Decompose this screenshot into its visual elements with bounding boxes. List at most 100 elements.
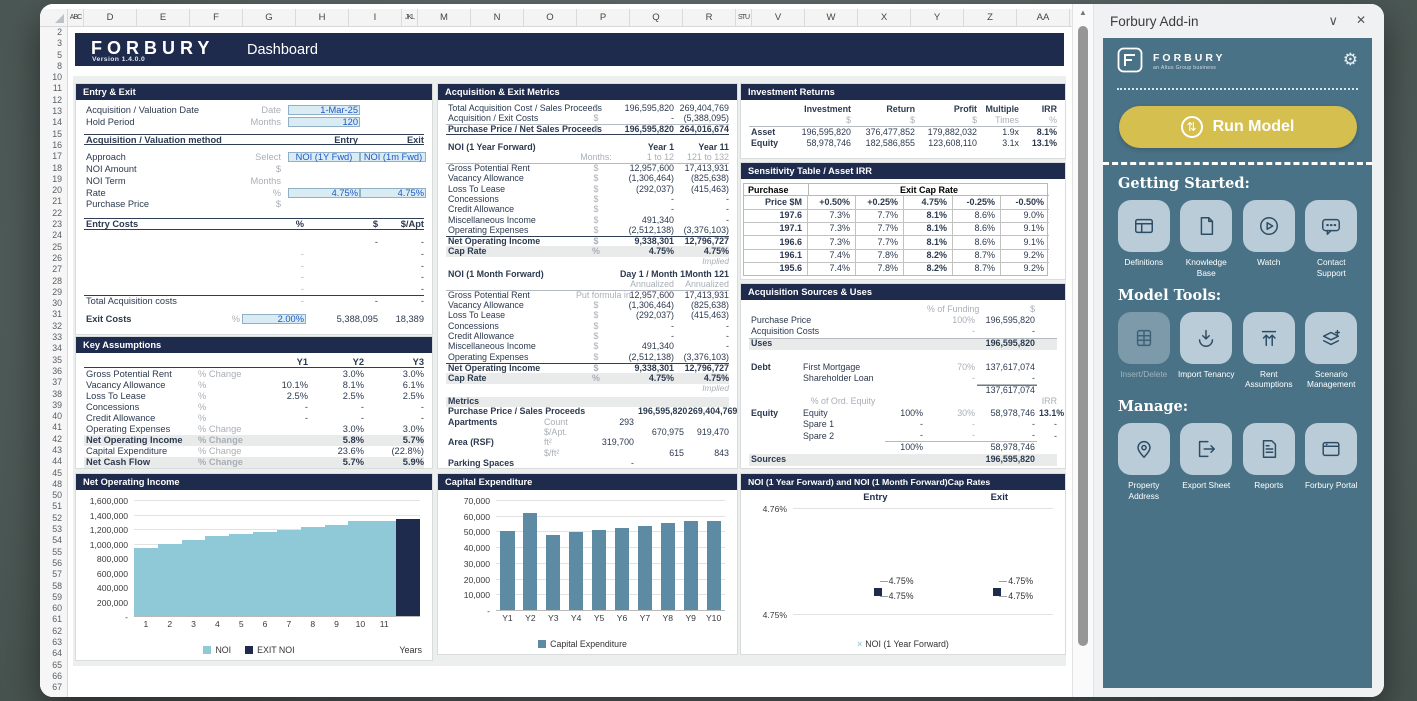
row-header[interactable]: 66 — [52, 670, 62, 681]
row-header[interactable]: 18 — [52, 162, 62, 173]
row-header[interactable]: 11 — [52, 83, 62, 94]
row-header[interactable]: 53 — [52, 524, 62, 535]
column-header[interactable]: Z — [964, 9, 1017, 26]
column-header[interactable]: I — [349, 9, 402, 26]
scrollbar-up-arrow[interactable]: ▲ — [1079, 8, 1087, 17]
row-header[interactable]: 62 — [52, 625, 62, 636]
column-header[interactable]: R — [683, 9, 736, 26]
row-header[interactable]: 52 — [52, 512, 62, 523]
scenario-management-button[interactable]: Scenario Management — [1303, 311, 1361, 391]
column-header[interactable]: H — [296, 9, 349, 26]
column-header[interactable]: F — [190, 9, 243, 26]
row-header[interactable]: 17 — [52, 151, 62, 162]
forbury-portal-button[interactable]: Forbury Portal — [1303, 423, 1361, 502]
import-tenancy-button[interactable]: Import Tenancy — [1178, 311, 1236, 391]
column-header[interactable]: ABC — [68, 9, 84, 26]
row-header[interactable]: 57 — [52, 569, 62, 580]
row-header[interactable]: 31 — [52, 309, 62, 320]
row-header[interactable]: 44 — [52, 456, 62, 467]
row-header[interactable]: 58 — [52, 580, 62, 591]
row-header[interactable]: 28 — [52, 275, 62, 286]
contact-support-button[interactable]: Contact Support — [1303, 200, 1361, 279]
cell[interactable]: 4.75% — [288, 187, 360, 198]
row-header[interactable]: 48 — [52, 478, 62, 489]
row-header[interactable]: 51 — [52, 501, 62, 512]
column-header[interactable]: G — [243, 9, 296, 26]
row-header[interactable]: 65 — [52, 659, 62, 670]
row-header[interactable]: 3 — [57, 38, 62, 49]
column-header[interactable]: D — [84, 9, 137, 26]
row-header[interactable]: 33 — [52, 332, 62, 343]
row-header[interactable]: 56 — [52, 557, 62, 568]
row-header[interactable]: 43 — [52, 444, 62, 455]
column-header[interactable]: AA — [1017, 9, 1070, 26]
row-header[interactable]: 61 — [52, 614, 62, 625]
cell[interactable]: NOI (1m Fwd) — [360, 152, 426, 163]
row-header[interactable]: 10 — [52, 72, 62, 83]
knowledge-base-button[interactable]: Knowledge Base — [1178, 200, 1236, 279]
row-header[interactable]: 15 — [52, 128, 62, 139]
row-header[interactable]: 67 — [52, 682, 62, 693]
row-header[interactable]: 34 — [52, 343, 62, 354]
chevron-down-icon[interactable]: ∨ — [1328, 13, 1338, 28]
row-header[interactable]: 54 — [52, 535, 62, 546]
gear-icon[interactable]: ⚙ — [1342, 50, 1358, 69]
row-header[interactable]: 55 — [52, 546, 62, 557]
rent-assumptions-button[interactable]: Rent Assumptions — [1240, 311, 1298, 391]
run-model-button[interactable]: ⇅ Run Model — [1118, 106, 1357, 148]
column-header[interactable]: P — [577, 9, 630, 26]
cell[interactable]: 120 — [288, 116, 360, 127]
row-header[interactable]: 2 — [57, 27, 62, 37]
close-icon[interactable]: ✕ — [1355, 13, 1366, 27]
row-header[interactable]: 37 — [52, 377, 62, 388]
row-header[interactable]: 24 — [52, 230, 62, 241]
column-header[interactable]: Y — [911, 9, 964, 26]
row-header[interactable]: 27 — [52, 264, 62, 275]
row-header[interactable]: 5 — [57, 49, 62, 60]
row-header[interactable]: 63 — [52, 637, 62, 648]
column-header[interactable]: JKL — [402, 9, 418, 26]
watch-button[interactable]: Watch — [1240, 200, 1298, 279]
column-header[interactable]: V — [752, 9, 805, 26]
row-header[interactable]: 38 — [52, 388, 62, 399]
row-header[interactable]: 64 — [52, 648, 62, 659]
cell[interactable]: 4.75% — [360, 187, 426, 198]
row-header[interactable]: 59 — [52, 591, 62, 602]
column-header[interactable]: W — [805, 9, 858, 26]
scrollbar-thumb[interactable] — [1078, 26, 1088, 646]
column-header[interactable]: Q — [630, 9, 683, 26]
column-header[interactable]: X — [858, 9, 911, 26]
row-header[interactable]: 12 — [52, 94, 62, 105]
row-header[interactable]: 45 — [52, 467, 62, 478]
row-header[interactable]: 50 — [52, 490, 62, 501]
row-header[interactable]: 20 — [52, 185, 62, 196]
definitions-button[interactable]: Definitions — [1115, 200, 1173, 279]
row-header[interactable]: 13 — [52, 106, 62, 117]
export-sheet-button[interactable]: Export Sheet — [1178, 423, 1236, 502]
column-header[interactable]: STU — [736, 9, 752, 26]
row-header[interactable]: 30 — [52, 298, 62, 309]
row-header[interactable]: 40 — [52, 411, 62, 422]
row-header[interactable]: 36 — [52, 365, 62, 376]
row-header[interactable]: 22 — [52, 207, 62, 218]
property-address-button[interactable]: Property Address — [1115, 423, 1173, 502]
cell[interactable]: NOI (1Y Fwd) — [288, 152, 360, 163]
row-header[interactable]: 35 — [52, 354, 62, 365]
row-header[interactable]: 42 — [52, 433, 62, 444]
column-header[interactable]: E — [137, 9, 190, 26]
select-all-corner[interactable] — [40, 9, 68, 27]
row-header[interactable]: 25 — [52, 241, 62, 252]
row-header[interactable]: 19 — [52, 173, 62, 184]
row-header[interactable]: 21 — [52, 196, 62, 207]
row-header[interactable]: 60 — [52, 603, 62, 614]
column-header[interactable]: O — [524, 9, 577, 26]
cell[interactable]: 2.00% — [242, 313, 306, 324]
row-header[interactable]: 14 — [52, 117, 62, 128]
row-header[interactable]: 16 — [52, 139, 62, 150]
cell[interactable]: 1-Mar-25 — [288, 104, 360, 115]
row-header[interactable]: 39 — [52, 399, 62, 410]
row-header[interactable]: 26 — [52, 252, 62, 263]
row-header[interactable]: 32 — [52, 320, 62, 331]
row-header[interactable]: 8 — [57, 60, 62, 71]
row-header[interactable]: 23 — [52, 219, 62, 230]
